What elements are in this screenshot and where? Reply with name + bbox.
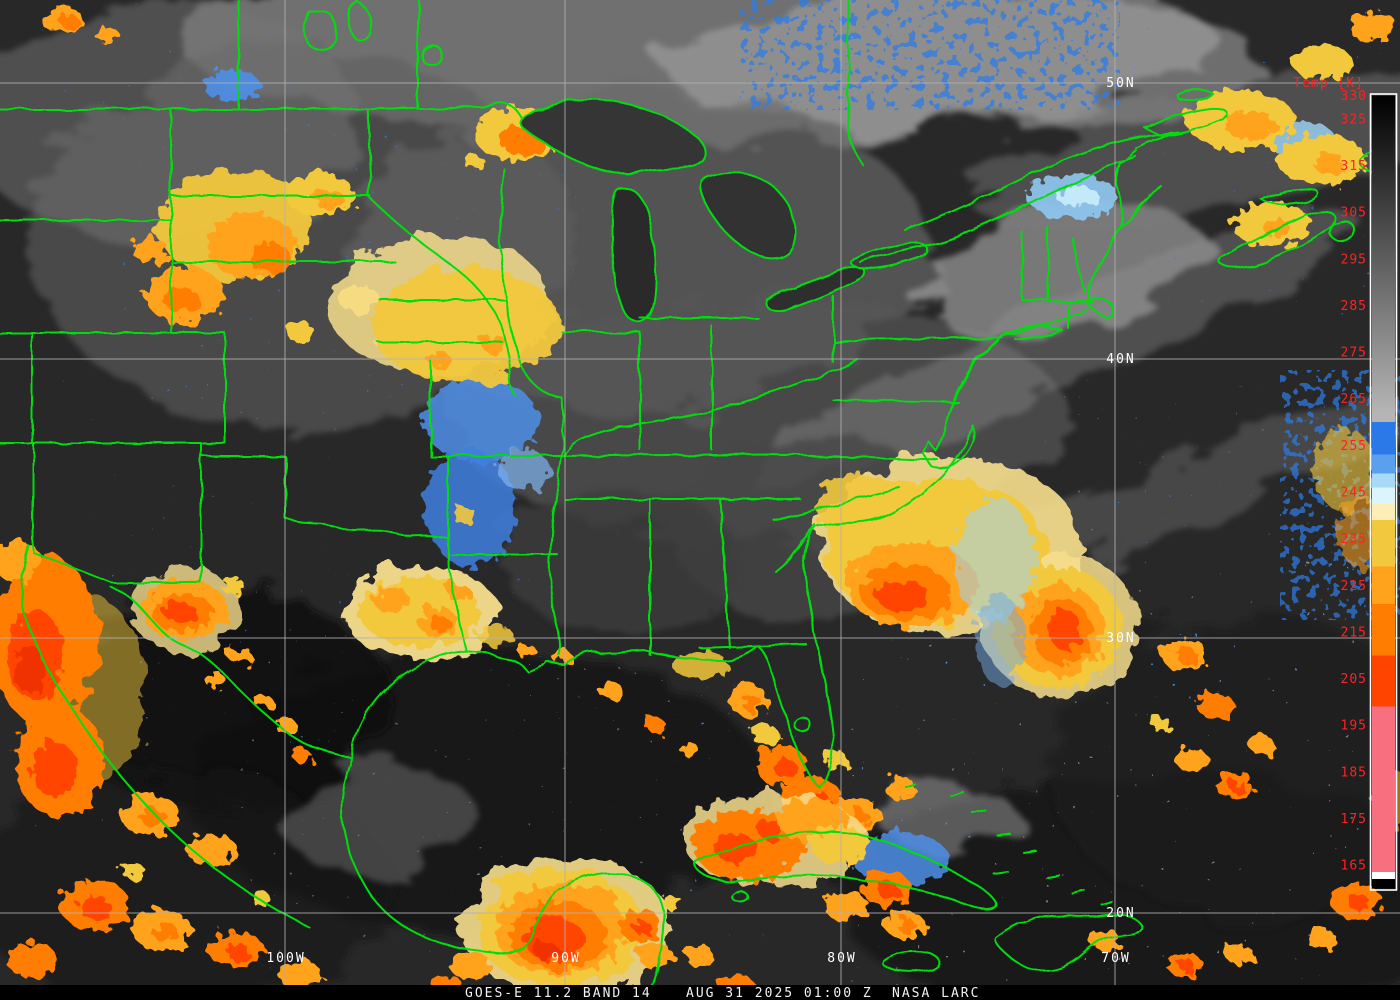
colorbar-tick-label: 165 [1341, 859, 1367, 874]
louisiana-convection [342, 566, 535, 658]
colorbar-tick-label: 245 [1341, 486, 1367, 501]
colorbar-tick-label: 205 [1341, 672, 1367, 687]
latitude-label: 50N [1106, 76, 1135, 91]
colorbar-title: Temp [K] [1293, 76, 1364, 91]
colorbar-tick-label: 305 [1341, 206, 1367, 221]
colorbar-tick-label: 330 [1341, 89, 1367, 104]
longitude-label: 70W [1101, 951, 1130, 966]
hurricane-cloud-mass [816, 457, 1138, 697]
colorbar-tick-label: 325 [1341, 112, 1367, 127]
mexico-coastlines [20, 544, 665, 1000]
colorbar-tick-label: 285 [1341, 299, 1367, 314]
longitude-label: 100W [266, 951, 305, 966]
colorbar-tick-label: 185 [1341, 765, 1367, 780]
colorbar-tick-label: 225 [1341, 579, 1367, 594]
latitude-label: 20N [1106, 906, 1135, 921]
texas-convection [129, 570, 311, 763]
colorbar-tick-label: 315 [1341, 159, 1367, 174]
colorbar-tick-label: 175 [1341, 812, 1367, 827]
colorbar-tick-label: 195 [1341, 719, 1367, 734]
colorbar-tick-label: 235 [1341, 532, 1367, 547]
colorbar-tick-labels: 330 325 315 305 295 285 275 265 255 245 235 225 215 2… [1341, 89, 1367, 874]
island-coastlines [694, 783, 1143, 973]
longitude-label: 80W [827, 951, 856, 966]
state-borders [0, 108, 1093, 656]
temperature-colorbar: Temp [K] 330 325 315 305 295 285 275 265 255 245 2… [1293, 76, 1398, 891]
great-lakes [518, 98, 928, 323]
northeast-convection [1185, 11, 1397, 247]
caption-bar: GOES-E 11.2 BAND 14 AUG 31 2025 01:00 Z … [0, 985, 1400, 1000]
colorbar-frame [1369, 93, 1398, 891]
caption-bar-background [0, 985, 1400, 1000]
colorbar-tick-label: 265 [1341, 392, 1367, 407]
colorbar-scale [1372, 95, 1395, 889]
latitude-label: 40N [1106, 352, 1135, 367]
colorbar-tick-label: 275 [1341, 346, 1367, 361]
longitude-label: 90W [551, 951, 580, 966]
caption-datetime: AUG 31 2025 01:00 Z [686, 986, 873, 1000]
canada-borders [0, 0, 1179, 263]
caption-product: GOES-E 11.2 BAND 14 [465, 986, 652, 1000]
latlon-labels: 50N 40N 30N 20N 100W 90W 80W 70W [266, 76, 1135, 966]
latitude-label: 30N [1106, 631, 1135, 646]
colorbar-tick-label: 215 [1341, 625, 1367, 640]
caption-credit: NASA LARC [892, 986, 980, 1000]
colorbar-tick-label: 255 [1341, 439, 1367, 454]
mexico-convection [0, 540, 322, 989]
colorbar-tick-label: 295 [1341, 252, 1367, 267]
